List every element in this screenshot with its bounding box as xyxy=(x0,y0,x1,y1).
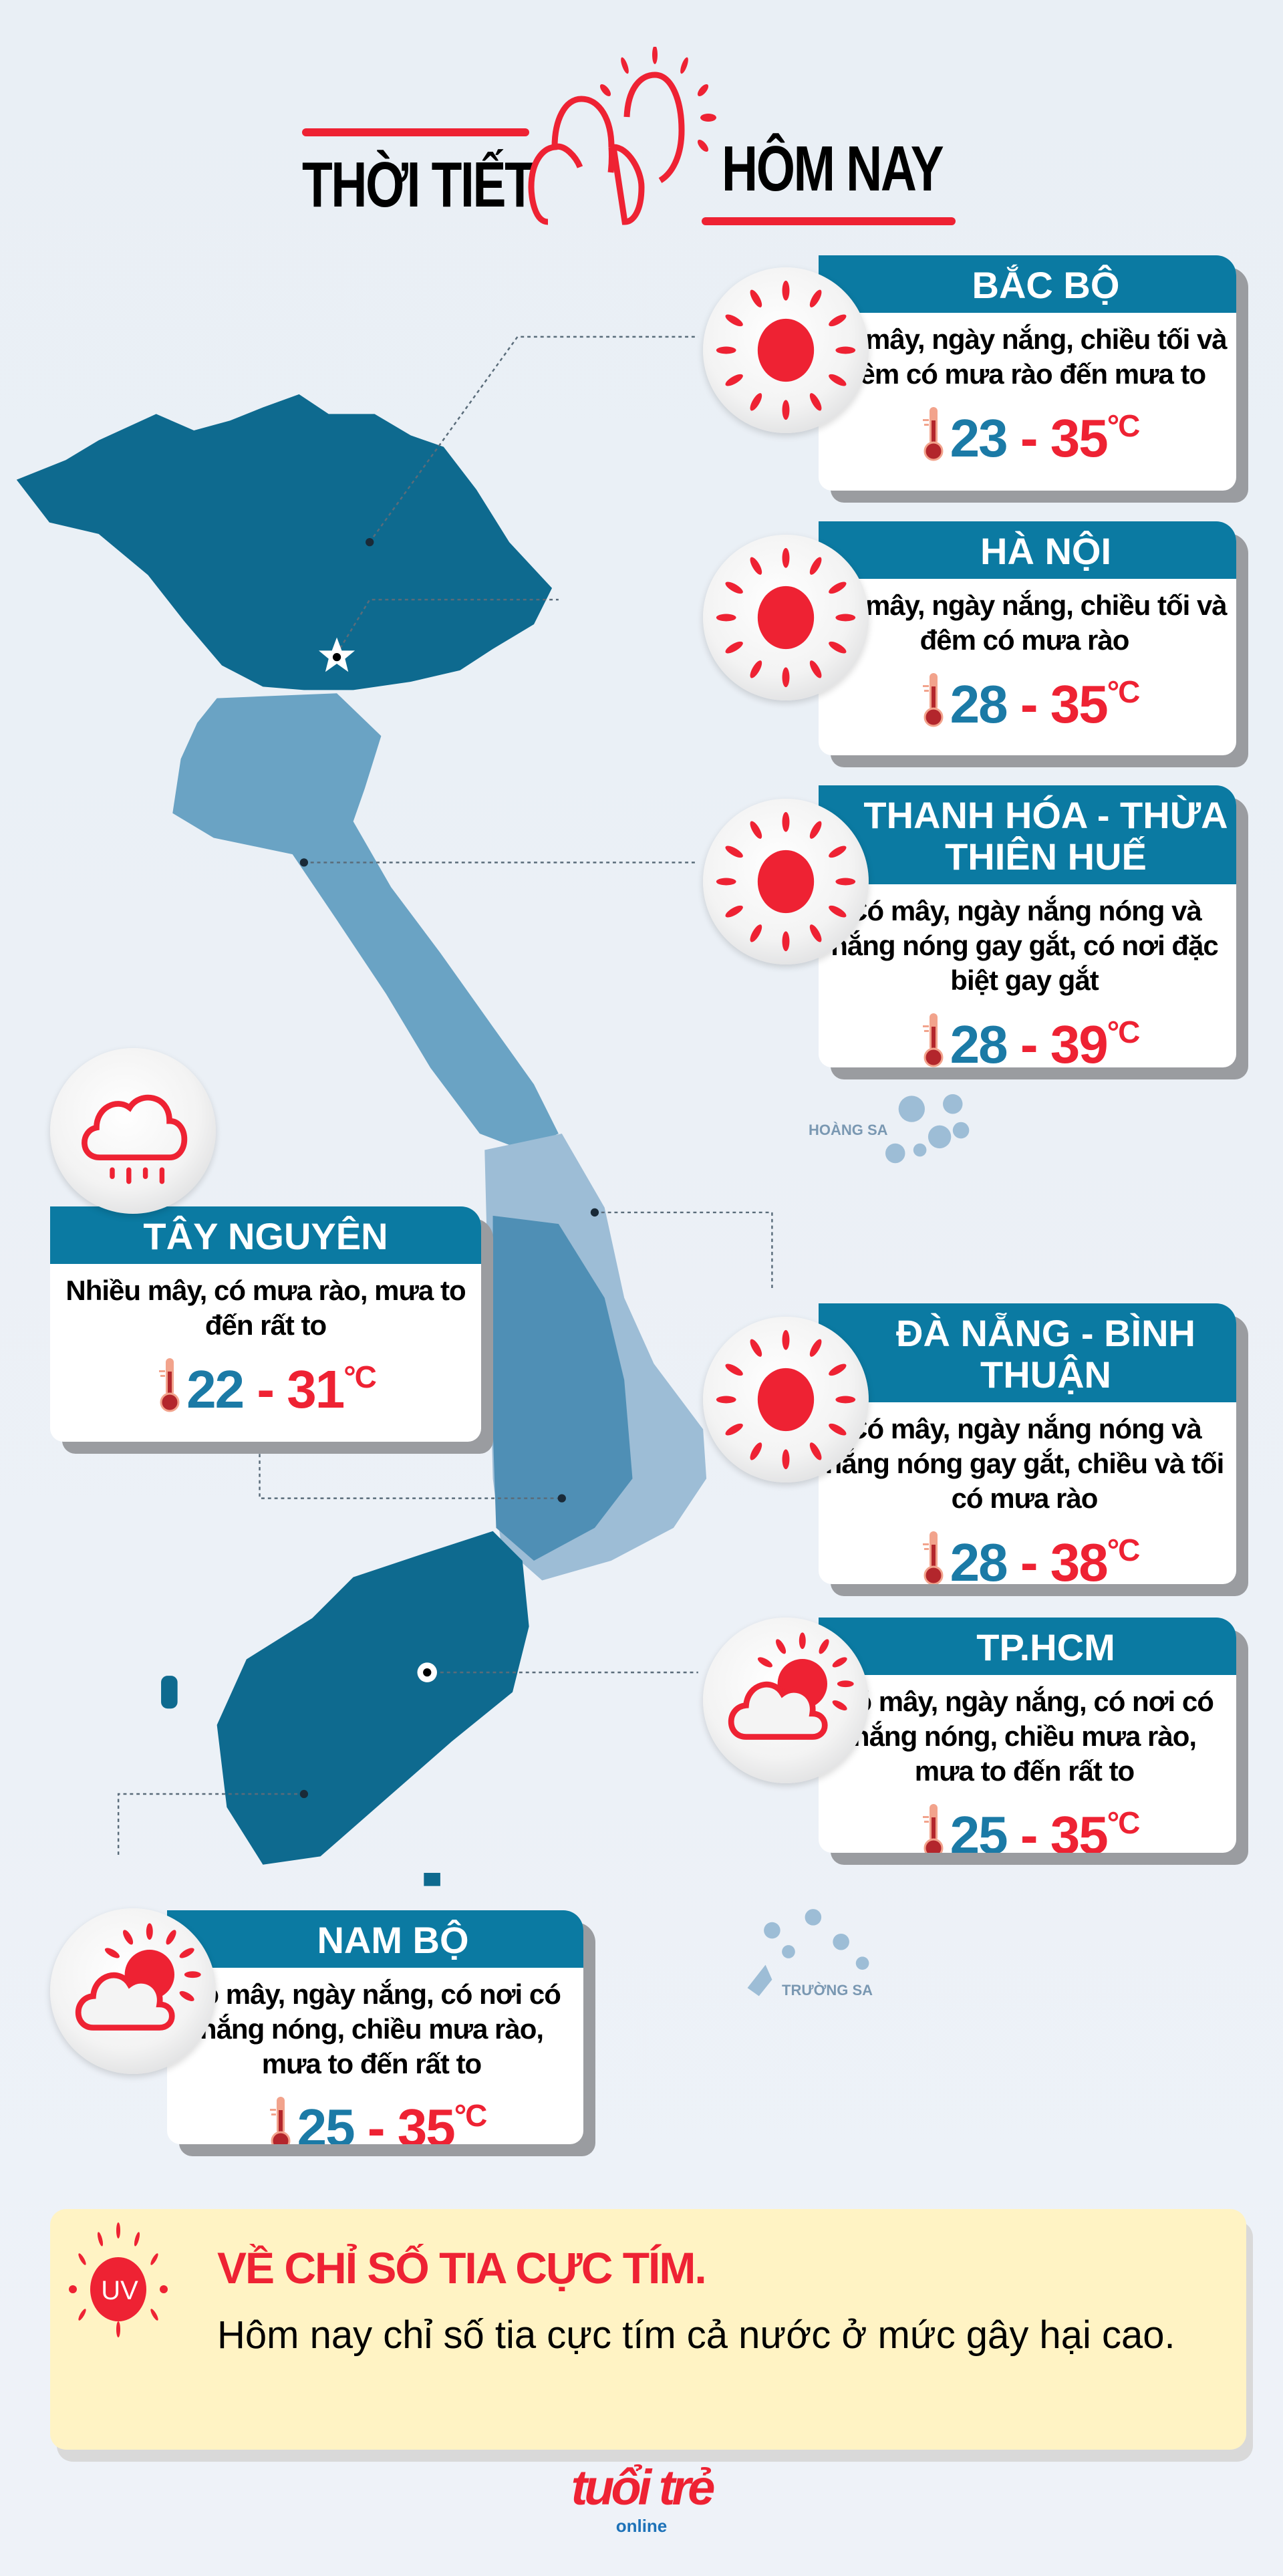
temp-unit: °C xyxy=(1107,1533,1141,1567)
temp-unit: °C xyxy=(1107,408,1141,443)
truong-sa-label: TRƯỜNG SA xyxy=(782,1982,873,1999)
temp-low: 22 xyxy=(186,1360,245,1419)
region-name: ĐÀ NẴNG - BÌNH THUẬN xyxy=(819,1303,1236,1402)
weather-card-tay-nguyen: TÂY NGUYÊN Nhiều mây, có mưa rào, mưa to… xyxy=(50,1206,493,1454)
thermometer-icon xyxy=(922,1531,944,1584)
sun-icon xyxy=(703,799,869,964)
temp-separator: - xyxy=(1006,1805,1050,1853)
card-panel: BẮC BỘ Có mây, ngày nắng, chiều tối và đ… xyxy=(819,255,1236,491)
uv-sun-icon xyxy=(69,2222,168,2337)
region-name: THANH HÓA - THỪA THIÊN HUẾ xyxy=(819,785,1236,884)
weather-card-thanh-hoa-thua-thien-hue: THANH HÓA - THỪA THIÊN HUẾ Có mây, ngày … xyxy=(819,785,1248,1079)
temp-separator: - xyxy=(1006,1533,1050,1584)
sun-cloud-icon xyxy=(50,1908,216,2074)
uv-badge: UV xyxy=(101,2276,138,2305)
region-name: TP.HCM xyxy=(819,1618,1236,1675)
temperature-range: 23 - 35°C xyxy=(819,396,1236,469)
temp-unit: °C xyxy=(1107,674,1141,709)
weather-description: Có mây, ngày nắng, chiều tối và đêm có m… xyxy=(822,590,1227,656)
temp-high: 35 xyxy=(1050,674,1109,734)
weather-card-da-nang-binh-thuan: ĐÀ NẴNG - BÌNH THUẬN Có mây, ngày nắng n… xyxy=(819,1303,1248,1596)
sun-icon xyxy=(703,267,869,433)
weather-card-ha-noi: HÀ NỘI Có mây, ngày nắng, chiều tối và đ… xyxy=(819,521,1248,767)
temp-separator: - xyxy=(1006,674,1050,734)
thermometer-icon xyxy=(269,2097,291,2144)
thermometer-icon xyxy=(922,673,944,727)
card-panel: NAM BỘ Có mây, ngày nắng, có nơi có nắng… xyxy=(167,1910,583,2144)
region-name: BẮC BỘ xyxy=(819,255,1236,313)
weather-description: Có mây, ngày nắng, chiều tối và đêm có m… xyxy=(822,324,1227,390)
header-line-left xyxy=(302,128,529,136)
sun-cloud-icon xyxy=(703,1618,869,1783)
weather-description: Có mây, ngày nắng, có nơi có nắng nóng, … xyxy=(835,1686,1214,1787)
hoang-sa-label: HOÀNG SA xyxy=(809,1122,888,1138)
sun-icon xyxy=(703,1317,869,1483)
region-name: NAM BỘ xyxy=(167,1910,583,1968)
temperature-range: 22 - 31°C xyxy=(50,1347,481,1420)
rain-cloud-icon xyxy=(50,1048,216,1214)
temp-high: 31 xyxy=(287,1360,345,1419)
logo-online: online xyxy=(615,2516,668,2536)
weather-card-tp-hcm: TP.HCM Có mây, ngày nắng, có nơi có nắng… xyxy=(819,1618,1248,1865)
temp-high: 35 xyxy=(1050,408,1109,468)
temp-high: 35 xyxy=(397,2098,456,2144)
card-panel: TÂY NGUYÊN Nhiều mây, có mưa rào, mưa to… xyxy=(50,1206,481,1442)
temperature-range: 25 - 35°C xyxy=(819,1793,1236,1853)
page-title-right: HÔM NAY xyxy=(722,133,944,205)
uv-text: Hôm nay chỉ số tia cực tím cả nước ở mức… xyxy=(217,2313,1175,2357)
temp-unit: °C xyxy=(1107,1015,1141,1049)
page-title-left: THỜI TIẾT xyxy=(302,149,535,221)
temperature-range: 28 - 39°C xyxy=(819,1002,1236,1067)
temp-separator: - xyxy=(1006,408,1050,468)
card-panel: HÀ NỘI Có mây, ngày nắng, chiều tối và đ… xyxy=(819,521,1236,755)
region-name: TÂY NGUYÊN xyxy=(50,1206,481,1264)
uv-title: VỀ CHỈ SỐ TIA CỰC TÍM. xyxy=(217,2243,707,2293)
weather-description: Có mây, ngày nắng, có nơi có nắng nóng, … xyxy=(182,1978,561,2079)
thermometer-icon xyxy=(922,1013,944,1067)
temp-low: 23 xyxy=(950,408,1008,468)
temp-low: 28 xyxy=(950,674,1008,734)
card-panel: TP.HCM Có mây, ngày nắng, có nơi có nắng… xyxy=(819,1618,1236,1853)
temperature-range: 25 - 35°C xyxy=(167,2085,583,2144)
uv-panel: UV VỀ CHỈ SỐ TIA CỰC TÍM. Hôm nay chỉ số… xyxy=(50,2209,1246,2450)
temp-unit: °C xyxy=(343,1360,377,1394)
weather-description: Có mây, ngày nắng nóng và nắng nóng gay … xyxy=(831,895,1219,996)
temp-low: 28 xyxy=(950,1533,1008,1584)
temperature-range: 28 - 38°C xyxy=(819,1520,1236,1584)
truong-sa-islands xyxy=(747,1909,869,1997)
map-region-highlands xyxy=(492,1215,633,1561)
temp-high: 38 xyxy=(1050,1533,1109,1584)
map-region-south xyxy=(217,1531,529,1865)
map-region-north xyxy=(16,394,553,690)
card-panel: ĐÀ NẴNG - BÌNH THUẬN Có mây, ngày nắng n… xyxy=(819,1303,1236,1584)
map-region-north-central xyxy=(172,693,559,1150)
card-panel: THANH HÓA - THỪA THIÊN HUẾ Có mây, ngày … xyxy=(819,785,1236,1067)
temp-separator: - xyxy=(353,2098,398,2144)
thermometer-icon xyxy=(159,1358,180,1412)
tuoi-tre-logo: tuổi trẻ online xyxy=(551,2460,732,2536)
region-name: HÀ NỘI xyxy=(819,521,1236,579)
weather-card-bac-bo: BẮC BỘ Có mây, ngày nắng, chiều tối và đ… xyxy=(819,255,1248,503)
temp-high: 35 xyxy=(1050,1805,1109,1853)
weather-description: Có mây, ngày nắng nóng và nắng nóng gay … xyxy=(825,1413,1225,1514)
weather-description: Nhiều mây, có mưa rào, mưa to đến rất to xyxy=(65,1275,466,1341)
sun-cloud-outline-icon xyxy=(528,47,716,225)
sun-icon xyxy=(703,535,869,700)
temp-high: 39 xyxy=(1050,1015,1109,1067)
temp-separator: - xyxy=(243,1360,287,1419)
weather-card-nam-bo: NAM BỘ Có mây, ngày nắng, có nơi có nắng… xyxy=(167,1910,595,2156)
header-line-right xyxy=(702,217,956,225)
temperature-range: 28 - 35°C xyxy=(819,662,1236,735)
temp-low: 25 xyxy=(950,1805,1008,1853)
logo-wordmark: tuổi trẻ xyxy=(571,2460,716,2515)
thermometer-icon xyxy=(922,407,944,461)
temp-separator: - xyxy=(1006,1015,1050,1067)
temp-unit: °C xyxy=(1107,1805,1141,1840)
temp-low: 28 xyxy=(950,1015,1008,1067)
temp-low: 25 xyxy=(297,2098,355,2144)
thermometer-icon xyxy=(922,1804,944,1853)
temp-unit: °C xyxy=(454,2098,488,2133)
hoang-sa-islands xyxy=(885,1093,970,1164)
